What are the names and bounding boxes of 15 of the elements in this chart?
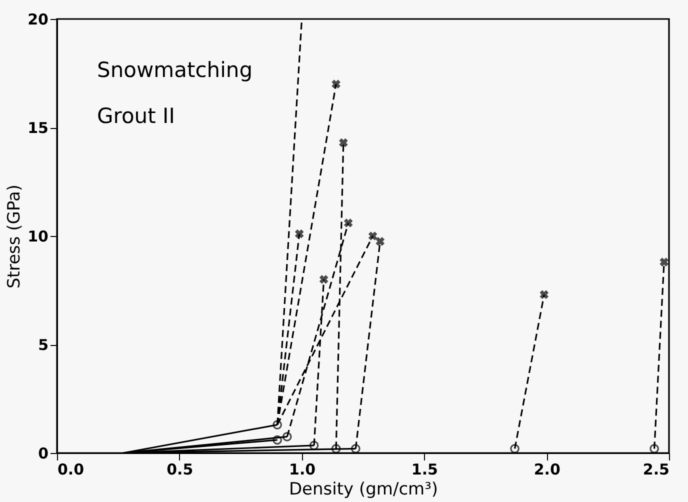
- y-tick-label: 5: [38, 336, 48, 354]
- annotation: Snowmatching: [97, 58, 253, 82]
- x-axis-title: Density (gm/cm³): [288, 480, 438, 500]
- y-tick-label: 10: [28, 228, 48, 246]
- x-tick-label: 2.0: [534, 460, 560, 478]
- annotation: Grout II: [97, 104, 175, 128]
- x-tick-label: 1.0: [289, 460, 316, 478]
- x-tick-label: 1.5: [411, 460, 438, 478]
- y-axis-title: Stress (GPa): [4, 184, 25, 288]
- x-tick-label: 2.5: [642, 460, 670, 478]
- x-tick-label: 0.0: [58, 460, 84, 478]
- y-tick-label: 20: [28, 10, 48, 28]
- y-tick-label: 0: [38, 444, 48, 462]
- y-tick-label: 15: [28, 119, 48, 137]
- x-tick-label: 0.5: [166, 460, 194, 478]
